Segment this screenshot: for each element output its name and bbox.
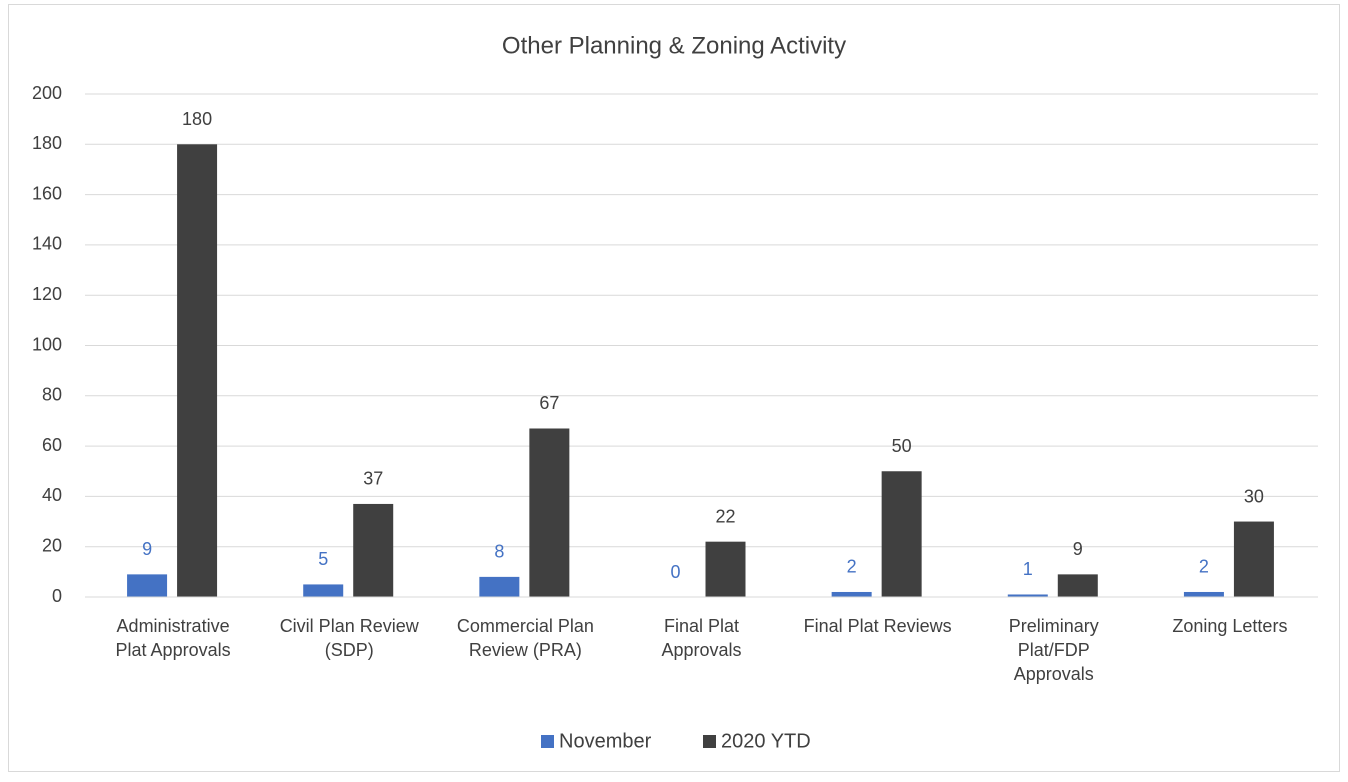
value-label: 2 xyxy=(1199,557,1209,577)
bar xyxy=(705,541,746,597)
legend-label: 2020 YTD xyxy=(721,730,811,752)
y-tick-label: 100 xyxy=(32,334,62,354)
value-label: 37 xyxy=(363,469,383,489)
y-tick-label: 120 xyxy=(32,284,62,304)
value-label: 5 xyxy=(318,549,328,569)
value-label: 2 xyxy=(847,557,857,577)
x-tick-label: Administrative Plat Approvals xyxy=(116,616,231,660)
y-tick-label: 160 xyxy=(32,183,62,203)
y-tick-label: 200 xyxy=(32,83,62,103)
y-tick-label: 60 xyxy=(42,435,62,455)
bar xyxy=(1183,591,1224,597)
bar xyxy=(127,574,168,597)
bar xyxy=(1233,521,1274,597)
x-tick-label: Civil Plan Review (SDP) xyxy=(280,616,420,660)
y-tick-label: 180 xyxy=(32,133,62,153)
value-label: 50 xyxy=(892,436,912,456)
bar xyxy=(831,591,872,597)
x-tick-label: Commercial Plan Review (PRA) xyxy=(457,616,594,660)
bar xyxy=(479,576,520,597)
bar xyxy=(1057,574,1098,597)
value-label: 0 xyxy=(670,562,680,582)
chart-title: Other Planning & Zoning Activity xyxy=(502,32,846,59)
legend-swatch xyxy=(541,735,554,748)
chart-border xyxy=(8,4,1340,772)
bar xyxy=(881,471,922,597)
bar xyxy=(303,584,344,597)
value-label: 180 xyxy=(182,109,212,129)
y-tick-label: 40 xyxy=(42,485,62,505)
y-tick-label: 140 xyxy=(32,234,62,254)
x-tick-label: Preliminary Plat/FDP Approvals xyxy=(1009,616,1099,684)
bar xyxy=(1007,594,1048,597)
x-tick-label: Final Plat Approvals xyxy=(661,616,741,660)
value-label: 8 xyxy=(494,542,504,562)
bar xyxy=(177,144,218,598)
bar xyxy=(529,428,570,597)
y-tick-label: 20 xyxy=(42,535,62,555)
x-tick-label: Final Plat Reviews xyxy=(804,616,952,636)
bar xyxy=(353,503,394,597)
value-label: 30 xyxy=(1244,486,1264,506)
value-label: 9 xyxy=(1073,539,1083,559)
value-label: 9 xyxy=(142,539,152,559)
legend-label: November xyxy=(559,730,652,752)
value-label: 67 xyxy=(539,393,559,413)
legend-swatch xyxy=(703,735,716,748)
y-tick-label: 0 xyxy=(52,586,62,606)
y-tick-label: 80 xyxy=(42,385,62,405)
value-label: 1 xyxy=(1023,559,1033,579)
value-label: 22 xyxy=(715,506,735,526)
x-tick-label: Zoning Letters xyxy=(1172,616,1287,636)
